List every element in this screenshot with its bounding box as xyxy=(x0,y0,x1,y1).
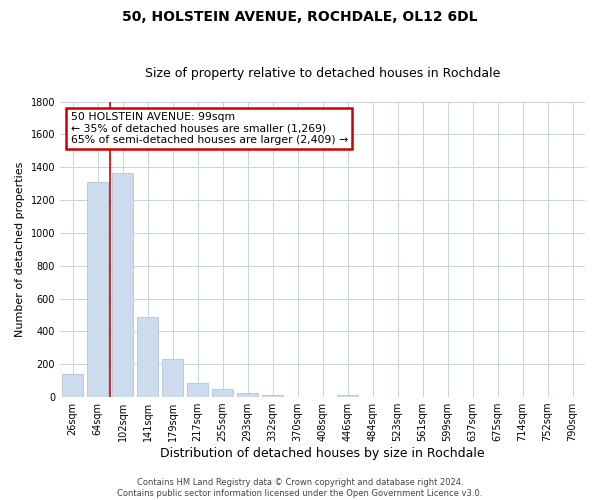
Bar xyxy=(62,374,83,397)
Bar xyxy=(162,360,183,397)
X-axis label: Distribution of detached houses by size in Rochdale: Distribution of detached houses by size … xyxy=(160,447,485,460)
Bar xyxy=(112,173,133,397)
Bar xyxy=(187,383,208,397)
Text: 50, HOLSTEIN AVENUE, ROCHDALE, OL12 6DL: 50, HOLSTEIN AVENUE, ROCHDALE, OL12 6DL xyxy=(122,10,478,24)
Text: 50 HOLSTEIN AVENUE: 99sqm
← 35% of detached houses are smaller (1,269)
65% of se: 50 HOLSTEIN AVENUE: 99sqm ← 35% of detac… xyxy=(71,112,348,145)
Bar xyxy=(137,316,158,397)
Bar xyxy=(337,394,358,397)
Bar xyxy=(262,396,283,397)
Bar xyxy=(212,389,233,397)
Bar xyxy=(237,393,258,397)
Y-axis label: Number of detached properties: Number of detached properties xyxy=(15,162,25,337)
Bar xyxy=(87,182,108,397)
Text: Contains HM Land Registry data © Crown copyright and database right 2024.
Contai: Contains HM Land Registry data © Crown c… xyxy=(118,478,482,498)
Title: Size of property relative to detached houses in Rochdale: Size of property relative to detached ho… xyxy=(145,66,500,80)
